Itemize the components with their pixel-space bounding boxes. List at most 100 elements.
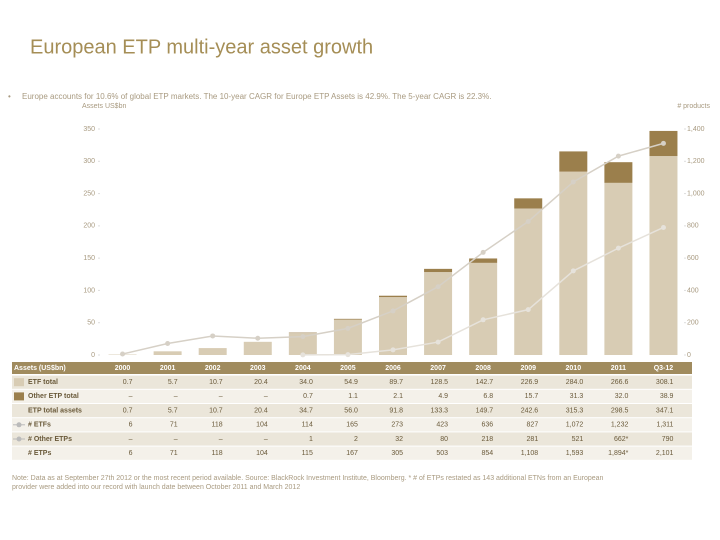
- y-tick-label: 300: [83, 158, 95, 165]
- bar-segment: [604, 182, 633, 355]
- bar-segment: [559, 151, 588, 172]
- table-cell: 142.7: [476, 379, 494, 386]
- table-row-bg: [12, 432, 692, 446]
- table-cell: 10.7: [209, 407, 223, 414]
- line-point: [480, 249, 486, 255]
- line-point: [660, 140, 666, 146]
- table-cell: 315.3: [566, 407, 584, 414]
- note-line: provider were added into our record with…: [12, 484, 300, 491]
- line-point: [255, 335, 261, 341]
- table-row-label: # ETPs: [28, 450, 51, 457]
- table-cell: 31.3: [570, 393, 584, 400]
- bar-segment: [604, 162, 633, 183]
- y2-tick-label: 200: [687, 320, 699, 327]
- line-point: [525, 218, 531, 224]
- bar-segment: [243, 341, 272, 355]
- table-cell: 1: [309, 436, 313, 443]
- legend-marker: [16, 436, 22, 442]
- table-cell: 1,108: [521, 450, 539, 457]
- table-cell: 32: [395, 436, 403, 443]
- bullet-text: Europe accounts for 10.6% of global ETP …: [22, 92, 491, 101]
- bar-segment: [379, 295, 407, 298]
- table-cell: 242.6: [521, 407, 539, 414]
- table-cell: 5.7: [168, 379, 178, 386]
- table-cell: 15.7: [525, 393, 539, 400]
- bar-segment: [649, 156, 678, 355]
- legend-swatch: [14, 378, 24, 387]
- table-row-bg: [12, 389, 692, 403]
- table-cell: 118: [212, 422, 223, 429]
- table-cell: 114: [302, 422, 313, 429]
- table-cell: 790: [662, 436, 674, 443]
- table-cell: 165: [346, 422, 358, 429]
- y2-tick-label: 400: [687, 287, 699, 294]
- table-cell: 56.0: [344, 407, 358, 414]
- table-cell: –: [219, 393, 223, 400]
- table-cell: 854: [481, 450, 493, 457]
- line-point: [660, 224, 666, 230]
- x-tick-label: 2011: [611, 365, 626, 372]
- table-row-bg: [12, 404, 692, 418]
- bar-segment: [514, 198, 543, 209]
- table-cell: 71: [170, 450, 178, 457]
- table-cell: 32.0: [615, 393, 629, 400]
- table-cell: 636: [481, 422, 493, 429]
- table-cell: 128.5: [431, 379, 449, 386]
- x-tick-label: 2003: [250, 365, 266, 372]
- table-cell: 34.7: [299, 407, 313, 414]
- bar-segment: [469, 262, 498, 355]
- table-cell: 6.8: [483, 393, 493, 400]
- table-cell: 115: [302, 450, 313, 457]
- table-cell: 54.9: [344, 379, 358, 386]
- table-cell: 226.9: [521, 379, 539, 386]
- table-cell: 521: [572, 436, 584, 443]
- table-cell: 266.6: [611, 379, 629, 386]
- table-cell: 308.1: [656, 379, 674, 386]
- bar-segment: [514, 208, 543, 355]
- y-tick-label: 100: [83, 287, 95, 294]
- y2-tick-label: 1,000: [687, 190, 705, 197]
- bar-segment: [559, 171, 588, 355]
- y-tick-label: 0: [91, 352, 95, 359]
- x-tick-label: 2004: [295, 365, 311, 372]
- x-tick-label: 2005: [340, 365, 356, 372]
- y-axis-label: Assets US$bn: [82, 103, 126, 110]
- line-point: [435, 284, 441, 290]
- bar-segment: [469, 258, 498, 263]
- table-cell: 218: [481, 436, 493, 443]
- table-row-label: Other ETP total: [28, 393, 79, 400]
- y-tick-label: 250: [83, 190, 95, 197]
- bar-segment: [153, 351, 182, 355]
- line-point: [570, 268, 576, 274]
- x-tick-label: Q3-12: [654, 365, 674, 372]
- table-cell: 104: [256, 450, 268, 457]
- table-cell: 1,232: [611, 422, 629, 429]
- y-tick-label: 150: [83, 255, 95, 262]
- table-cell: 20.4: [254, 407, 268, 414]
- table-cell: 0.7: [123, 407, 133, 414]
- table-cell: –: [219, 436, 223, 443]
- table-cell: 2: [354, 436, 358, 443]
- table-cell: 0.7: [123, 379, 133, 386]
- y2-axis-label: # products: [677, 103, 710, 110]
- y2-tick-label: 0: [687, 352, 691, 359]
- x-tick-label: 2010: [566, 365, 582, 372]
- x-tick-label: 2009: [520, 365, 536, 372]
- table-cell: 1,593: [566, 450, 584, 457]
- table-header-bg: [12, 362, 692, 374]
- table-cell: 298.5: [611, 407, 629, 414]
- legend-marker: [16, 422, 22, 428]
- line-point: [345, 325, 351, 331]
- table-row-bg: [12, 446, 692, 460]
- line-point: [390, 347, 396, 353]
- y-tick-label: 350: [83, 126, 95, 133]
- line-point: [390, 308, 396, 314]
- y2-tick-label: 1,400: [687, 126, 705, 133]
- line-point: [300, 352, 306, 358]
- table-cell: 167: [346, 450, 358, 457]
- table-row-label: ETF total: [28, 379, 58, 386]
- table-cell: 133.3: [431, 407, 449, 414]
- line-point: [210, 333, 216, 339]
- table-cell: 80: [440, 436, 448, 443]
